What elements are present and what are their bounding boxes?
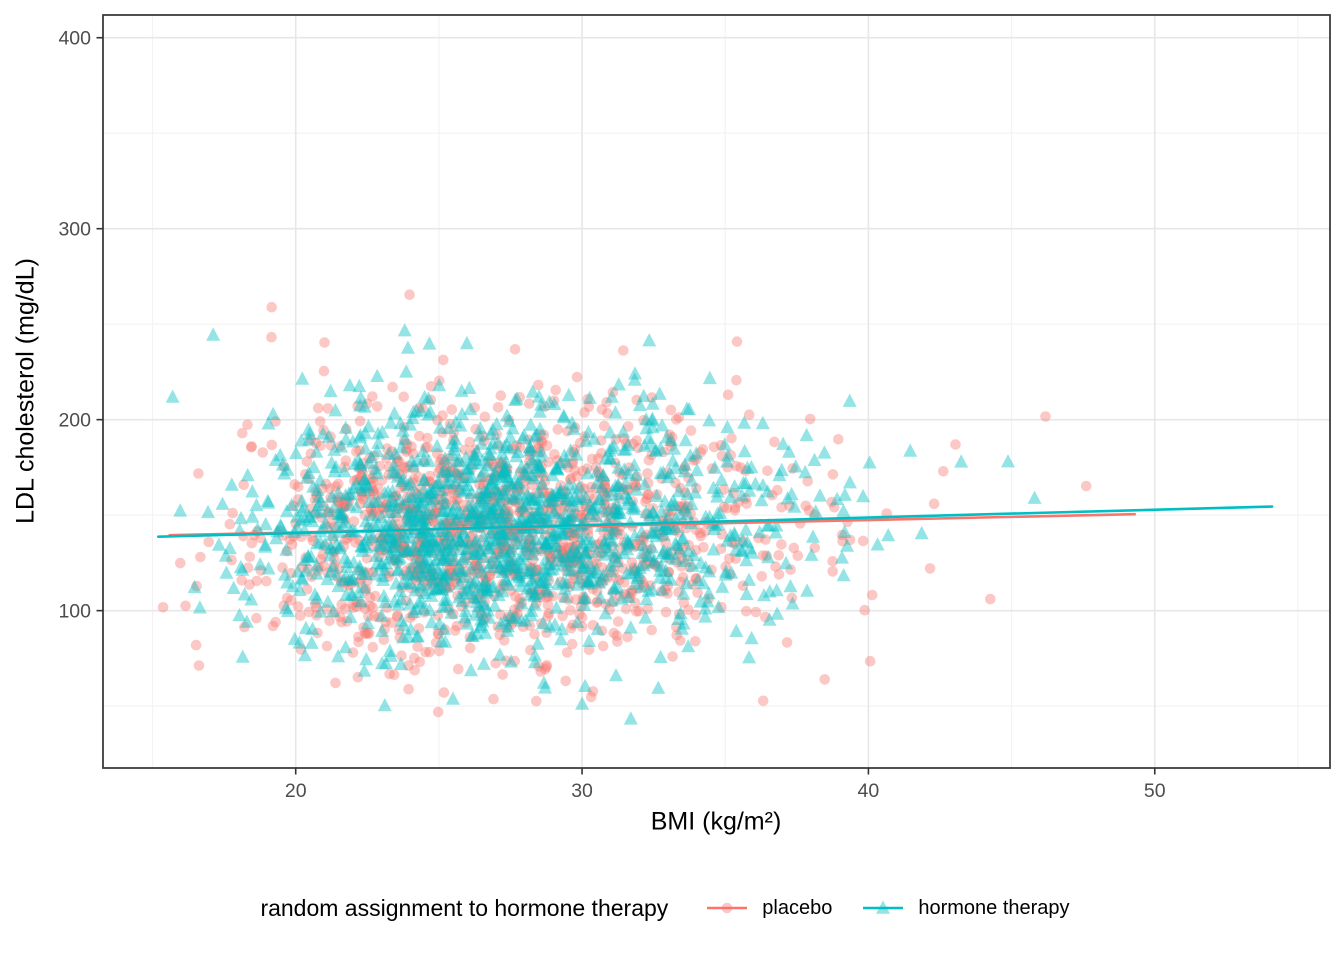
legend-label-hormone-therapy: hormone therapy	[918, 896, 1070, 919]
legend-title: random assignment to hormone therapy	[260, 894, 669, 921]
y-tick-label: 400	[58, 28, 91, 50]
legend-entry-hormone-therapy: hormone therapy	[860, 895, 1070, 921]
legend-label-placebo: placebo	[762, 896, 833, 919]
points-placebo	[157, 289, 1092, 718]
x-tick-label: 20	[285, 780, 307, 802]
trend-line-hormone-therapy	[156, 505, 1274, 539]
y-tick-label: 100	[58, 601, 91, 623]
trend-lines-layer	[156, 505, 1274, 539]
axis-tick-labels: 20 30 40 50 100 200 300 400	[58, 28, 1165, 802]
scatter-points-layer	[157, 289, 1092, 725]
plot-panel	[103, 15, 1330, 768]
hormone-therapy-key-icon	[863, 900, 904, 914]
x-tick-label: 50	[1144, 780, 1166, 802]
x-axis-title: BMI (kg/m²)	[650, 807, 782, 836]
points-hormone-therapy	[165, 323, 1042, 725]
x-tick-label: 40	[858, 780, 880, 802]
y-tick-label: 300	[58, 219, 91, 241]
placebo-key-icon	[707, 902, 748, 914]
y-axis-title: LDL cholesterol (mg/dL)	[11, 258, 40, 524]
major-gridlines	[103, 15, 1330, 768]
y-tick-label: 200	[58, 410, 91, 432]
x-tick-label: 30	[571, 780, 593, 802]
panel-border	[102, 14, 1331, 769]
legend-entry-placebo: placebo	[704, 895, 832, 921]
legend: random assignment to hormone therapy pla…	[0, 884, 1344, 932]
axis-ticks	[96, 36, 1156, 775]
